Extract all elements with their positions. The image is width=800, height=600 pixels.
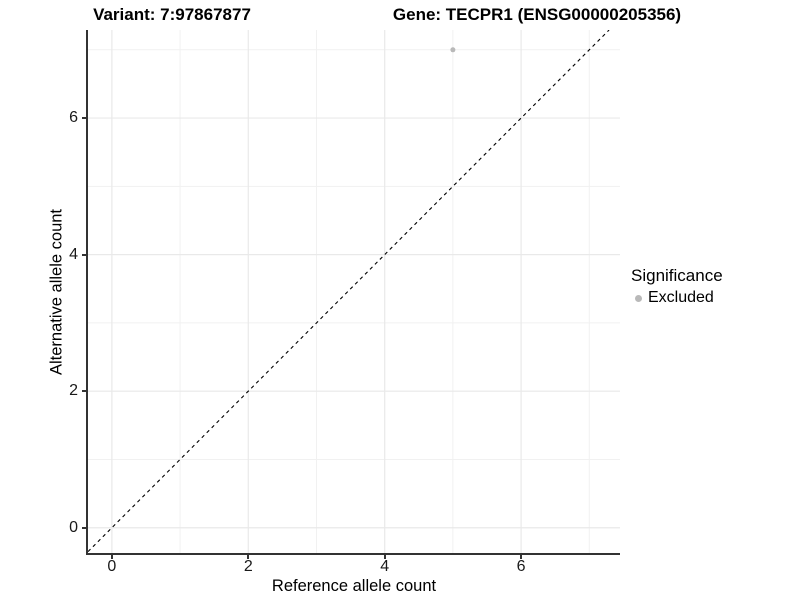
x-axis-tick-mark [110,555,113,559]
legend-entry-label: Excluded [648,289,714,306]
x-axis-tick-mark [247,555,250,559]
x-axis-tick-mark [520,555,523,559]
x-axis-tick-label: 2 [243,558,253,575]
legend-entry: Excluded [631,289,723,307]
plot-panel [87,29,620,553]
y-axis-tick-label: 2 [69,382,78,400]
legend-entries: Excluded [631,289,723,307]
x-axis-line [86,553,620,555]
y-axis-tick-mark [82,117,86,120]
legend-key-dot-icon [635,294,642,302]
y-axis-tick-mark [82,526,86,529]
plot-title-variant: Variant: 7:97867877 [93,5,251,24]
y-axis-line [86,30,88,555]
x-axis-tick-label: 0 [107,558,117,575]
y-axis-tick-label: 4 [69,245,78,263]
x-axis-tick-label: 6 [516,558,526,575]
y-axis-tick-mark [82,253,86,256]
x-axis-title: Reference allele count [271,577,437,595]
data-point [450,47,456,53]
y-axis-tick-mark [82,390,86,393]
x-axis-tick-label: 4 [380,558,390,575]
y-axis-title: Alternative allele count [47,208,66,376]
plot-panel-canvas [87,29,620,553]
y-axis-tick-label: 6 [69,109,78,127]
x-axis-tick-mark [383,555,386,559]
legend: Significance Excluded [631,266,723,307]
plot-title-gene: Gene: TECPR1 (ENSG00000205356) [392,5,682,24]
identity-line [87,29,610,553]
legend-title: Significance [631,266,723,285]
y-axis-tick-label: 0 [69,518,78,536]
